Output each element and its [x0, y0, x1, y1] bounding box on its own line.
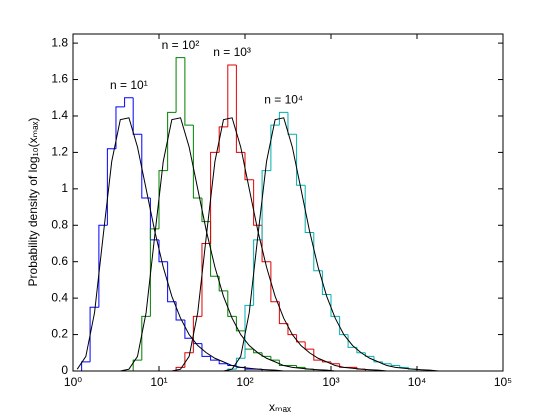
x-tick-label: 10¹: [150, 375, 167, 389]
histogram-step: [227, 290, 237, 317]
histogram-step: [330, 294, 340, 317]
histogram-step: [167, 261, 177, 303]
histogram-step: [141, 315, 151, 361]
histogram-step: [270, 261, 280, 303]
histogram-step: [235, 316, 245, 332]
axes-box: [72, 33, 504, 372]
histogram-step: [287, 112, 297, 135]
y-tick-label: 1.6: [51, 72, 68, 86]
histogram-step: [124, 97, 134, 107]
y-tick-label: 1: [61, 181, 68, 195]
histogram-step: [321, 270, 331, 295]
histogram-step: [132, 97, 142, 135]
histogram-step: [304, 185, 314, 234]
x-tick-label: 10²: [236, 375, 253, 389]
y-tick-label: 0.6: [51, 254, 68, 268]
histogram-step: [149, 228, 159, 317]
histogram-step: [296, 134, 306, 186]
x-axis-label: xₘₐₓ: [269, 400, 291, 414]
histogram-step: [313, 349, 323, 361]
histogram-step: [270, 124, 280, 171]
histogram-step: [210, 356, 220, 361]
y-tick-label: 0.2: [51, 327, 68, 341]
histogram-step: [218, 126, 228, 153]
y-tick-label: 0: [61, 363, 68, 377]
histogram-step: [218, 360, 228, 365]
histogram-step: [261, 352, 271, 357]
histogram-step: [227, 64, 237, 127]
histogram-step: [115, 106, 125, 149]
y-tick-label: 0.4: [51, 290, 68, 304]
series-annotation: n = 10³: [213, 45, 251, 59]
x-tick-label: 10⁴: [408, 375, 427, 389]
x-tick-label: 10⁵: [494, 375, 512, 389]
histogram-step: [158, 170, 168, 229]
histogram-step: [235, 357, 245, 370]
histogram-step: [321, 360, 331, 363]
histogram-step: [184, 57, 194, 126]
y-tick-label: 1.8: [51, 35, 68, 49]
histogram-step: [339, 316, 349, 336]
histogram-step: [278, 301, 288, 325]
histogram-step: [244, 152, 254, 181]
x-tick-label: 10⁰: [64, 375, 82, 389]
series-annotation: n = 10⁴: [264, 93, 303, 107]
histogram-step: [89, 306, 99, 362]
series-annotation: n = 10²: [162, 38, 200, 52]
histogram-step: [201, 343, 211, 357]
histogram-step: [175, 57, 185, 113]
histogram-step: [167, 111, 177, 171]
histogram-step: [364, 352, 374, 357]
histogram-step: [201, 242, 211, 317]
histogram-step: [278, 111, 288, 126]
y-tick-label: 1.4: [51, 108, 68, 122]
histogram-step: [132, 359, 142, 371]
histogram-step: [373, 356, 383, 363]
y-axis-label: Probability density of log₁₀(xₘₐₓ): [26, 118, 40, 287]
histogram-step: [296, 334, 306, 343]
histogram-step: [253, 239, 263, 306]
series-annotation: n = 10¹: [110, 78, 148, 92]
y-tick-label: 1.2: [51, 145, 68, 159]
y-tick-label: 0.8: [51, 217, 68, 231]
histogram-step: [253, 349, 263, 354]
histogram-step: [390, 363, 400, 367]
x-tick-label: 10³: [322, 375, 339, 389]
histogram-step: [261, 170, 271, 240]
